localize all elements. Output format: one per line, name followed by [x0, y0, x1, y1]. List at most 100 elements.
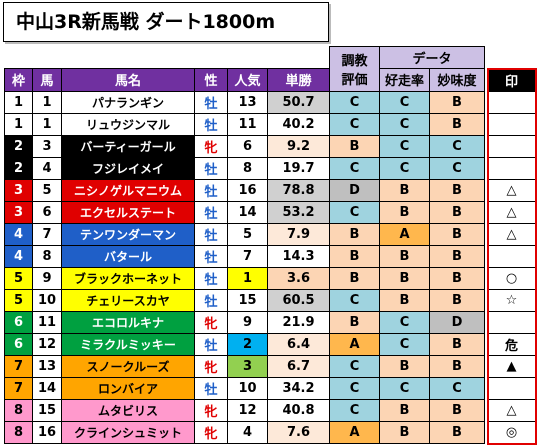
- popularity: 3: [227, 354, 268, 378]
- mark: [486, 244, 537, 268]
- frame: 4: [4, 244, 33, 268]
- horse-name: バタール: [61, 244, 195, 268]
- horse-number: 1: [32, 90, 62, 114]
- row: 5 9 ブラックホーネット牡 1 3.6 B B B ○: [4, 266, 537, 290]
- mark: [486, 90, 537, 114]
- frame: 3: [4, 178, 33, 202]
- popularity: 14: [227, 200, 268, 224]
- header-text: 調教: [341, 53, 368, 69]
- frame: 6: [4, 310, 33, 334]
- horse-name: ムタビリス: [61, 398, 195, 422]
- row: 7 14 ロンバイア牡 10 34.2 C C C: [4, 376, 537, 400]
- mark: 危: [486, 332, 537, 356]
- sex: 牡: [194, 244, 228, 268]
- frame: 5: [4, 288, 33, 312]
- frame: 2: [4, 134, 33, 158]
- horse-number: 8: [32, 244, 62, 268]
- sex: 牡: [194, 112, 228, 136]
- grade-value: B: [429, 222, 485, 246]
- grade-value: B: [429, 288, 485, 312]
- odds: 6.4: [267, 332, 330, 356]
- grade-rate: B: [379, 420, 430, 444]
- horse-name: バーティーガール: [61, 134, 195, 158]
- horse-number: 13: [32, 354, 62, 378]
- grade-rating: D: [329, 178, 380, 202]
- grade-rating: C: [329, 156, 380, 180]
- row: 6 12 ミラクルミッキー牡 2 6.4 A C B 危: [4, 332, 537, 356]
- grade-rating: A: [329, 420, 380, 444]
- popularity: 12: [227, 398, 268, 422]
- horse-name: チェリースカヤ: [61, 288, 195, 312]
- horse-number: 11: [32, 310, 62, 334]
- odds: 60.5: [267, 288, 330, 312]
- grade-rating: B: [329, 244, 380, 268]
- mark: [486, 376, 537, 400]
- grade-value: B: [429, 112, 485, 136]
- grade-value: B: [429, 244, 485, 268]
- odds: 21.9: [267, 310, 330, 334]
- grade-rating: C: [329, 376, 380, 400]
- grade-rate: C: [379, 332, 430, 356]
- frame: 5: [4, 266, 33, 290]
- frame: 7: [4, 376, 33, 400]
- column-header: 単勝: [267, 68, 330, 92]
- odds: 40.2: [267, 112, 330, 136]
- grade-rate: B: [379, 266, 430, 290]
- horse-number: 1: [32, 112, 62, 136]
- row: 2 3 バーティーガール牝 6 9.2 B C C: [4, 134, 537, 158]
- popularity: 4: [227, 420, 268, 444]
- sex: 牝: [194, 398, 228, 422]
- grade-rating: C: [329, 90, 380, 114]
- row: 6 11 エコロルキナ牝 9 21.9 B C D: [4, 310, 537, 334]
- row: 1 1 パナランギン牡 13 50.7 C C B: [4, 90, 537, 114]
- odds: 3.6: [267, 266, 330, 290]
- popularity: 11: [227, 112, 268, 136]
- grade-rate: B: [379, 178, 430, 202]
- odds: 7.9: [267, 222, 330, 246]
- column-header: 人気: [227, 68, 268, 92]
- row: 1 1 リュウジンマル牡 11 40.2 C C B: [4, 112, 537, 136]
- blank: [485, 47, 536, 69]
- header-text: 評価: [341, 72, 368, 88]
- grade-rate: C: [379, 90, 430, 114]
- grade-rate: B: [379, 398, 430, 422]
- sex: 牡: [194, 90, 228, 114]
- horse-name: ロンバイア: [61, 376, 195, 400]
- sex: 牝: [194, 354, 228, 378]
- mark: [486, 156, 537, 180]
- popularity: 13: [227, 90, 268, 114]
- mark: ☆: [486, 288, 537, 312]
- popularity: 7: [227, 244, 268, 268]
- grade-value: B: [429, 90, 485, 114]
- horse-name: テンワンダーマン: [61, 222, 195, 246]
- horse-name: エクセルステート: [61, 200, 195, 224]
- sex: 牡: [194, 376, 228, 400]
- mark: △: [486, 222, 537, 246]
- rating-header: 調教 評価: [329, 46, 380, 92]
- row: 3 6 エクセルステート牡 14 53.2 C B B △: [4, 200, 537, 224]
- sex: 牡: [194, 222, 228, 246]
- row: 3 5 ニシノゲルマニウム牡 16 78.8 D B B △: [4, 178, 537, 202]
- horse-number: 4: [32, 156, 62, 180]
- frame: 8: [4, 398, 33, 422]
- title: 中山3R新馬戦 ダート1800m: [3, 2, 329, 42]
- popularity: 9: [227, 310, 268, 334]
- odds: 9.2: [267, 134, 330, 158]
- frame: 4: [4, 222, 33, 246]
- grade-rating: C: [329, 200, 380, 224]
- frame: 7: [4, 354, 33, 378]
- sex: 牝: [194, 134, 228, 158]
- horse-name: ミラクルミッキー: [61, 332, 195, 356]
- horse-number: 15: [32, 398, 62, 422]
- odds: 40.8: [267, 398, 330, 422]
- horse-number: 5: [32, 178, 62, 202]
- grade-rating: C: [329, 112, 380, 136]
- grade-rate: C: [379, 156, 430, 180]
- sex: 牡: [194, 200, 228, 224]
- sex: 牝: [194, 420, 228, 444]
- grade-rate: B: [379, 200, 430, 224]
- grade-rate: A: [379, 222, 430, 246]
- odds: 14.3: [267, 244, 330, 268]
- odds: 7.6: [267, 420, 330, 444]
